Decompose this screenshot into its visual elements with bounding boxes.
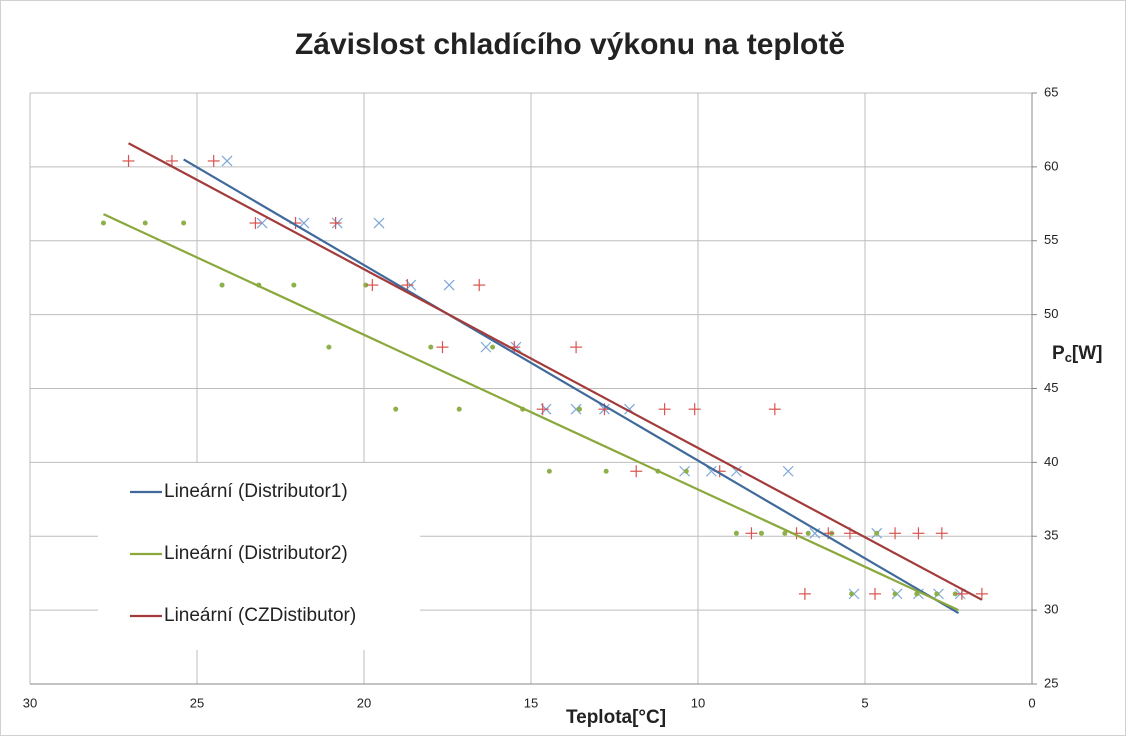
- point: [782, 530, 788, 536]
- y-tick-label: 50: [1044, 306, 1058, 321]
- point: [934, 591, 940, 597]
- y-tick-label: 65: [1044, 84, 1058, 99]
- legend-label: Lineární (Distributor2): [164, 543, 348, 564]
- point: [428, 344, 434, 350]
- point: [536, 403, 549, 416]
- y-label-unit: [W]: [1072, 343, 1103, 364]
- point: [456, 406, 462, 412]
- legend: Lineární (Distributor1) Lineární (Distrib…: [98, 463, 420, 650]
- point: [480, 341, 492, 353]
- point: [298, 217, 310, 229]
- point: [758, 530, 764, 536]
- point: [570, 403, 582, 415]
- point: [889, 527, 902, 540]
- point: [181, 220, 187, 226]
- point: [603, 468, 609, 474]
- point-stroke: [443, 279, 455, 291]
- y-tick-label: 60: [1044, 158, 1058, 173]
- chart-title: Závislost chladícího výkonu na teplotě: [295, 28, 845, 61]
- y-tick-label: 25: [1044, 675, 1058, 690]
- point: [221, 155, 233, 167]
- point: [570, 341, 583, 354]
- point: [869, 587, 882, 600]
- x-tick-label: 5: [861, 695, 868, 710]
- point-stroke: [705, 465, 717, 477]
- point-stroke: [256, 217, 268, 229]
- y-tick-label: 30: [1044, 602, 1058, 617]
- point: [733, 530, 739, 536]
- point-stroke: [373, 217, 385, 229]
- point: [952, 591, 958, 597]
- point: [849, 591, 855, 597]
- trendline: [128, 142, 983, 601]
- point: [546, 468, 552, 474]
- x-tick-label: 0: [1028, 695, 1035, 710]
- point: [914, 591, 920, 597]
- y-axis-label: Pc[W]: [1052, 343, 1103, 365]
- point: [165, 154, 178, 167]
- point: [935, 527, 948, 540]
- point: [658, 403, 671, 416]
- legend-box: [98, 463, 420, 650]
- point: [443, 279, 455, 291]
- x-axis-label: Teplota[°C]: [566, 707, 666, 728]
- point: [798, 587, 811, 600]
- point: [363, 282, 369, 288]
- point: [373, 217, 385, 229]
- point: [705, 465, 717, 477]
- point: [207, 154, 220, 167]
- point: [912, 527, 925, 540]
- point: [892, 591, 898, 597]
- point: [100, 220, 106, 226]
- point: [219, 282, 225, 288]
- point-stroke: [480, 341, 492, 353]
- trendline: [183, 158, 960, 615]
- point: [688, 403, 701, 416]
- point: [630, 465, 643, 478]
- point-stroke: [624, 403, 635, 415]
- point-stroke: [570, 403, 582, 415]
- y-label-sub: c: [1065, 350, 1072, 365]
- point: [329, 217, 342, 230]
- point: [805, 530, 811, 536]
- point: [122, 154, 135, 167]
- trendline: [103, 213, 959, 612]
- y-tick-label: 55: [1044, 232, 1058, 247]
- point: [874, 530, 880, 536]
- y-tick-label: 40: [1044, 454, 1058, 469]
- x-tick-label: 10: [691, 695, 705, 710]
- point-stroke: [782, 465, 794, 477]
- point: [975, 587, 988, 600]
- x-tick-label: 15: [524, 695, 538, 710]
- x-tick-label: 25: [190, 695, 204, 710]
- point: [256, 217, 268, 229]
- point: [683, 468, 689, 474]
- point: [142, 220, 148, 226]
- point: [782, 465, 794, 477]
- point-stroke: [298, 217, 310, 229]
- point-stroke: [730, 465, 742, 477]
- point: [326, 344, 332, 350]
- point: [249, 217, 262, 230]
- y-tick-label: 45: [1044, 380, 1058, 395]
- legend-label: Lineární (CZDistibutor): [164, 605, 356, 626]
- point: [490, 344, 496, 350]
- y-label-main: P: [1052, 343, 1065, 364]
- point: [393, 406, 399, 412]
- point: [366, 279, 379, 292]
- point: [291, 282, 297, 288]
- point: [473, 279, 486, 292]
- point: [768, 403, 781, 416]
- point: [401, 279, 414, 292]
- point: [576, 406, 582, 412]
- point: [436, 341, 449, 354]
- point: [745, 527, 758, 540]
- x-tick-label: 30: [23, 695, 37, 710]
- point-stroke: [221, 155, 233, 167]
- legend-label: Lineární (Distributor1): [164, 481, 348, 502]
- y-tick-label: 35: [1044, 528, 1058, 543]
- x-tick-label: 20: [357, 695, 371, 710]
